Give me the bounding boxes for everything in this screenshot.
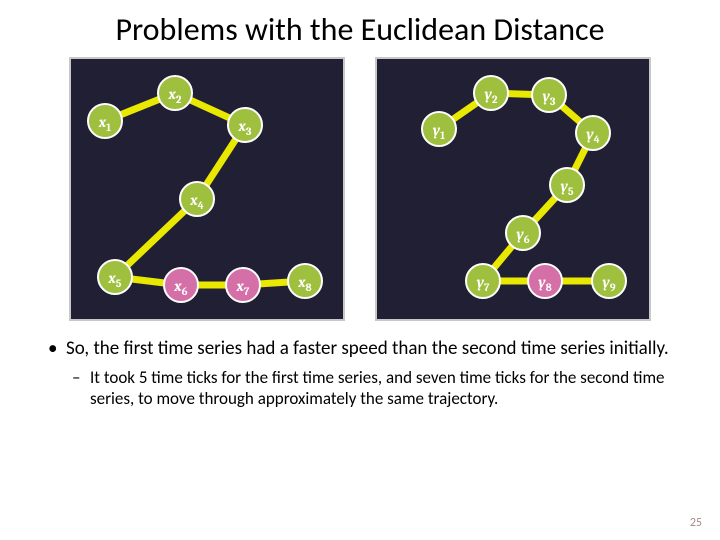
x2-node: x2 bbox=[158, 76, 192, 110]
x3-node: x3 bbox=[228, 108, 262, 142]
x6-node: x6 bbox=[164, 268, 198, 302]
y1-node: y1 bbox=[422, 112, 456, 146]
x8-node: x8 bbox=[288, 264, 322, 298]
left-panel: x1 x2 x3 x4 x5 x6 x7 x8 bbox=[69, 57, 345, 321]
y8-node: y8 bbox=[528, 264, 562, 298]
bullet-list: So, the first time series had a faster s… bbox=[0, 321, 720, 409]
y6-node: y6 bbox=[506, 216, 540, 250]
x5-node: x5 bbox=[98, 260, 132, 294]
x1-node: x1 bbox=[88, 104, 122, 138]
page-number: 25 bbox=[690, 516, 702, 530]
left-graph: x1 x2 x3 x4 x5 x6 x7 x8 bbox=[71, 59, 343, 319]
y3-node: y3 bbox=[532, 78, 566, 112]
x4-node: x4 bbox=[180, 182, 214, 216]
y9-node: y9 bbox=[592, 264, 626, 298]
panel-row: x1 x2 x3 x4 x5 x6 x7 x8 y1 y2 y3 y4 y5 y6y7 y8 y9 bbox=[0, 53, 720, 321]
bullet-level1: So, the first time series had a faster s… bbox=[44, 337, 676, 361]
x7-node: x7 bbox=[226, 268, 260, 302]
right-panel: y1 y2 y3 y4 y5 y6y7 y8 y9 bbox=[375, 57, 651, 321]
y4-node: y4 bbox=[576, 116, 610, 150]
y2-node: y2 bbox=[474, 76, 508, 110]
bullet-level2: It took 5 time ticks for the first time … bbox=[44, 367, 676, 410]
page-title: Problems with the Euclidean Distance bbox=[0, 0, 720, 53]
y7-node: y7 bbox=[466, 264, 500, 298]
right-graph: y1 y2 y3 y4 y5 y6y7 y8 y9 bbox=[377, 59, 649, 319]
y5-node: y5 bbox=[550, 168, 584, 202]
